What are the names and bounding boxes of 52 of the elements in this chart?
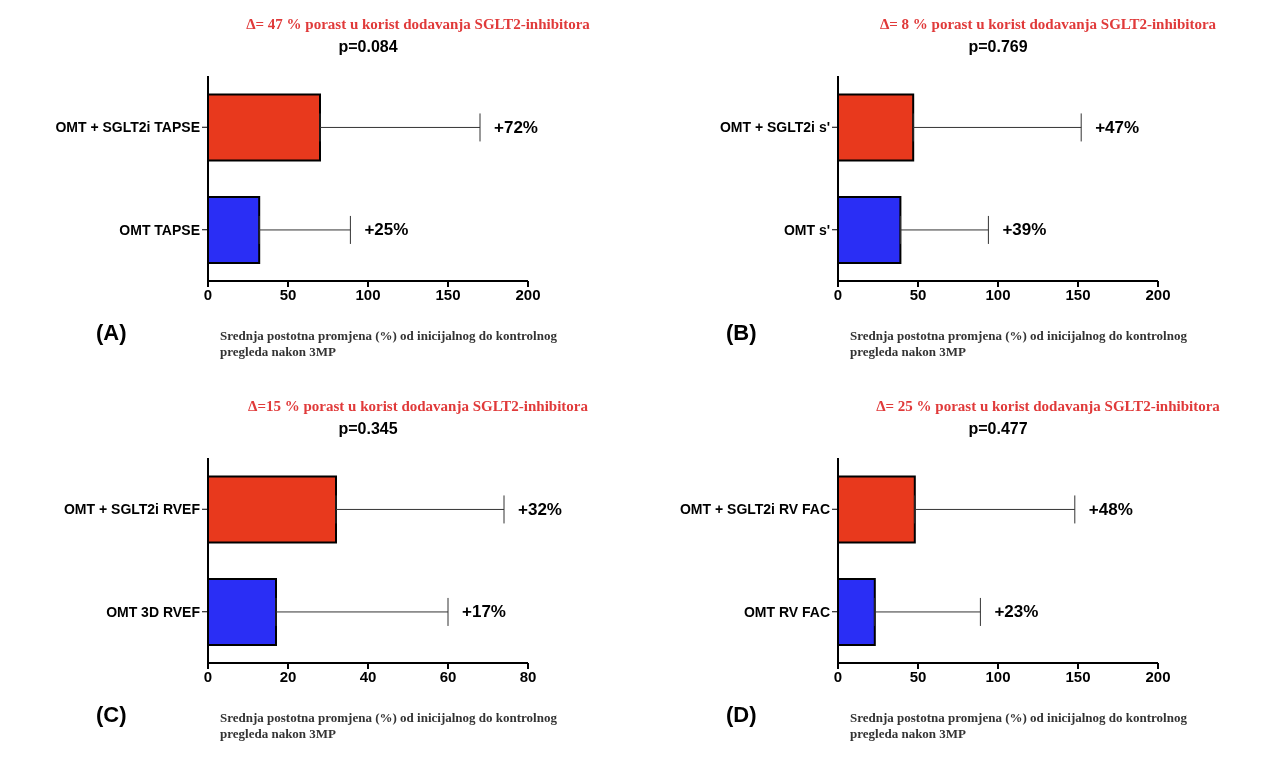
chart-title: Δ= 47 % porast u korist dodavanja SGLT2-inhibitora xyxy=(245,16,591,33)
x-axis-title: Srednja postotna promjena (%) od inicijalnog do kontrolnog pregleda nakon 3MP xyxy=(850,328,1188,360)
x-tick-label: 0 xyxy=(833,285,843,303)
text: (D) xyxy=(726,702,757,728)
x-tick-label: 150 xyxy=(1065,285,1091,303)
x-tick-label: 20 xyxy=(279,667,297,685)
x-tick-label: 50 xyxy=(909,285,927,303)
x-tick-label: 60 xyxy=(439,667,457,685)
chart-title: Δ=15 % porast u korist dodavanja SGLT2-inhibitora xyxy=(247,398,589,415)
x-tick-label: 100 xyxy=(985,667,1011,685)
annotation: +47% xyxy=(1095,117,1140,137)
annotation: +39% xyxy=(1002,220,1047,240)
text: (B) xyxy=(726,320,757,346)
chart-subtitle: p=0.477 xyxy=(967,420,1029,438)
x-axis-title: Srednja postotna promjena (%) od inicijalnog do kontrolnog pregleda nakon 3MP xyxy=(850,710,1188,742)
chart-subtitle: p=0.769 xyxy=(967,38,1029,56)
x-tick-label: 150 xyxy=(1065,667,1091,685)
y-tick-label: OMT RV FAC xyxy=(743,603,830,620)
y-tick-label: OMT + SGLT2i s' xyxy=(719,119,830,136)
x-tick-label: 200 xyxy=(1145,667,1171,685)
x-tick-label: 100 xyxy=(985,285,1011,303)
annotation: +72% xyxy=(494,117,538,137)
x-tick-label: 50 xyxy=(279,285,297,303)
x-tick-label: 100 xyxy=(355,285,381,303)
annotation: +48% xyxy=(1088,499,1133,519)
x-axis-title: Srednja postotna promjena (%) od inicijalnog do kontrolnog pregleda nakon 3MP xyxy=(220,710,558,742)
y-tick-label: OMT + SGLT2i RV FAC xyxy=(679,501,830,518)
x-tick-label: 200 xyxy=(1145,285,1171,303)
text: (C) xyxy=(96,702,127,728)
chart-title: Δ= 8 % porast u korist dodavanja SGLT2-inhibitora xyxy=(878,16,1218,33)
x-axis-title: Srednja postotna promjena (%) od inicijalnog do kontrolnog pregleda nakon 3MP xyxy=(220,328,558,360)
y-tick-label: OMT + SGLT2i TAPSE xyxy=(55,119,200,136)
text: (A) xyxy=(96,320,127,346)
x-tick-label: 0 xyxy=(203,285,213,303)
annotation: +17% xyxy=(462,602,506,622)
chart-subtitle: p=0.084 xyxy=(337,38,399,56)
x-tick-label: 200 xyxy=(515,285,541,303)
annotation: +25% xyxy=(364,220,409,240)
y-tick-label: OMT 3D RVEF xyxy=(106,603,201,620)
chart-subtitle: p=0.345 xyxy=(337,420,399,438)
x-tick-label: 0 xyxy=(833,667,843,685)
x-tick-label: 150 xyxy=(435,285,461,303)
y-tick-label: OMT s' xyxy=(783,221,830,238)
x-tick-label: 80 xyxy=(519,667,537,685)
x-tick-label: 50 xyxy=(909,667,927,685)
y-tick-label: OMT + SGLT2i RVEF xyxy=(63,501,201,518)
chart-title: Δ= 25 % porast u korist dodavanja SGLT2-inhibitora xyxy=(875,398,1221,415)
annotation: +23% xyxy=(994,602,1039,622)
x-tick-label: 40 xyxy=(359,667,377,685)
y-tick-label: OMT TAPSE xyxy=(119,221,200,238)
x-tick-label: 0 xyxy=(203,667,213,685)
annotation: +32% xyxy=(518,499,562,519)
